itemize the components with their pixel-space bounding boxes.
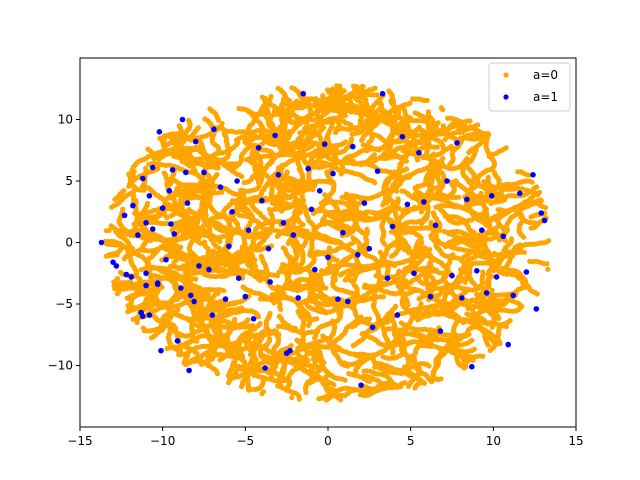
point-a0 [386,88,392,94]
point-a0 [538,198,544,204]
point-a0 [325,87,331,93]
points-layer [98,83,552,403]
point-a0 [542,205,549,211]
point-a0 [158,149,164,155]
point-a0 [112,196,118,202]
point-a0 [456,194,462,200]
point-a0 [388,242,394,248]
point-a0 [121,256,127,262]
point-a0 [288,343,294,349]
point-a0 [127,308,133,314]
point-a0 [258,353,264,359]
point-a0 [289,85,295,91]
point-a0 [545,266,551,272]
point-a0 [307,113,313,119]
point-a0 [480,353,486,359]
point-a0 [392,332,398,338]
point-a0 [226,380,232,386]
point-a0 [267,336,273,342]
point-a0 [412,385,418,391]
point-a0 [438,105,444,111]
point-a0 [525,172,532,178]
point-a0 [385,319,391,325]
point-a0 [342,377,348,383]
point-a0 [155,166,161,172]
point-a0 [161,170,167,176]
point-a0 [316,104,322,110]
point-a0 [391,148,397,154]
point-a0 [134,319,140,326]
point-a0 [241,193,247,199]
point-a0 [117,269,124,275]
point-a0 [425,109,431,115]
point-a0 [407,100,413,106]
point-a0 [280,245,286,251]
point-a0 [109,204,115,210]
point-a0 [469,337,475,343]
point-a0 [438,376,444,382]
point-a0 [348,109,354,115]
point-a0 [145,146,151,152]
point-a0 [207,106,213,112]
point-a0 [278,306,284,313]
point-a0 [255,314,262,320]
point-a0 [471,346,477,352]
point-a0 [259,391,265,397]
point-a0 [502,238,509,244]
point-a0 [464,331,470,337]
point-a0 [164,345,170,352]
point-a0 [294,98,300,104]
point-a0 [213,274,219,280]
point-a0 [176,123,182,129]
point-a0 [300,222,306,228]
point-a0 [409,339,415,345]
point-a0 [339,194,345,200]
point-a0 [377,249,383,255]
point-a0 [467,118,473,124]
point-a0 [495,223,501,229]
point-a0 [417,139,423,146]
point-a0 [475,122,481,128]
series-a0-points [103,83,552,403]
point-a0 [239,174,245,180]
point-a0 [186,117,192,124]
point-a0 [124,295,130,301]
point-a0 [303,239,309,245]
point-a0 [463,289,469,295]
point-a0 [544,261,550,267]
point-a0 [534,184,540,190]
point-a0 [284,169,290,175]
point-a0 [175,306,181,313]
point-a0 [217,357,223,363]
point-a0 [221,288,227,294]
point-a0 [316,396,322,402]
point-a0 [193,276,199,282]
point-a0 [219,120,225,127]
point-a0 [168,321,175,327]
point-a0 [258,253,264,259]
point-a0 [282,121,288,127]
